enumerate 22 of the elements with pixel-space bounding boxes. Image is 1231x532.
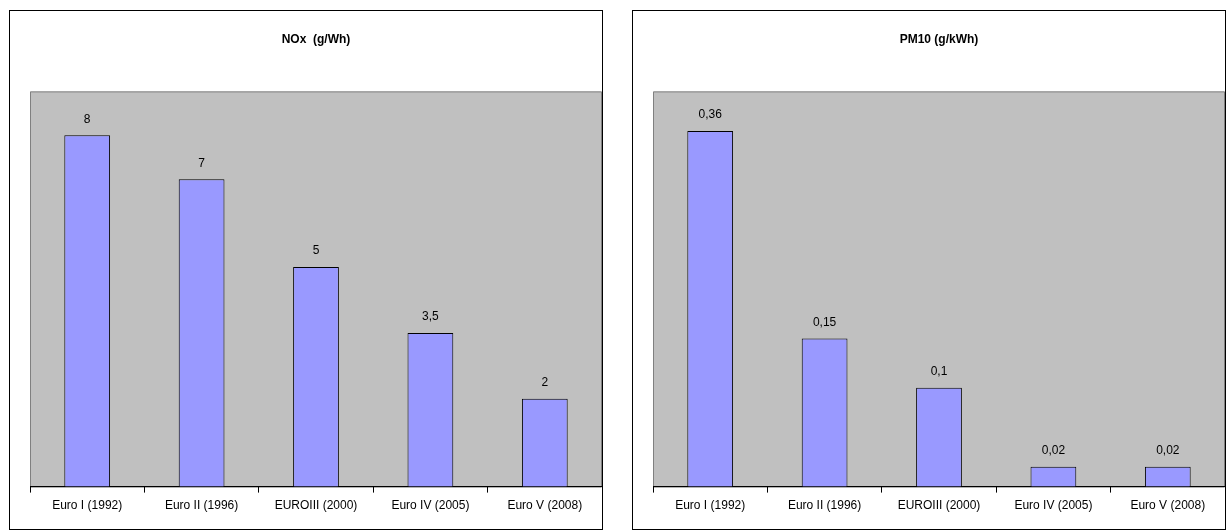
chart-title: PM10 (g/kWh) — [899, 31, 979, 46]
data-label: 0,02 — [1156, 443, 1180, 458]
x-tick-label: Euro II (1996) — [164, 498, 239, 513]
data-label: 3,5 — [422, 309, 440, 324]
data-label: 2 — [541, 375, 549, 390]
data-label: 0,1 — [930, 364, 948, 379]
data-label: 5 — [312, 243, 320, 258]
x-tick-label: Euro II (1996) — [787, 498, 862, 513]
data-label: 0,36 — [698, 107, 723, 122]
data-label: 0,15 — [812, 314, 837, 329]
x-tick-label: EUROIII (2000) — [274, 498, 358, 513]
data-label: 8 — [83, 111, 91, 126]
x-tick-label: Euro IV (2005) — [391, 498, 470, 513]
x-tick-label: Euro I (1992) — [675, 498, 746, 513]
chart-title: NOx (g/Wh) — [281, 31, 351, 46]
x-tick-label: Euro IV (2005) — [1014, 498, 1093, 513]
x-tick-label: EUROIII (2000) — [897, 498, 981, 513]
x-tick-label: Euro V (2008) — [1130, 498, 1206, 513]
x-tick-label: Euro V (2008) — [507, 498, 583, 513]
x-tick-label: Euro I (1992) — [52, 498, 123, 513]
data-label: 7 — [198, 155, 206, 170]
data-label: 0,02 — [1041, 443, 1066, 458]
